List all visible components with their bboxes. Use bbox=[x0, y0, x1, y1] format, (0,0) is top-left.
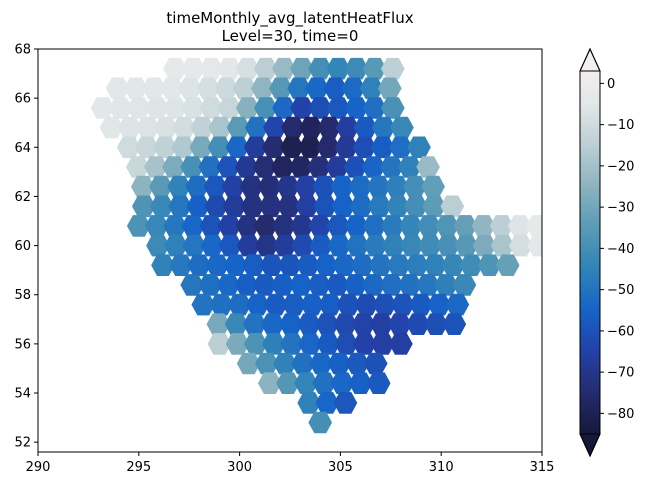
colorbar-outline bbox=[579, 47, 601, 458]
heatmap-cell bbox=[380, 57, 405, 80]
y-tick-label: 56 bbox=[14, 337, 31, 352]
chart-title: timeMonthly_avg_latentHeatFlux bbox=[166, 9, 413, 28]
heatmap-cell bbox=[333, 392, 358, 414]
colorbar-tick-label: −40 bbox=[607, 242, 634, 257]
heatmap-cell bbox=[442, 313, 467, 336]
heatmap-cell bbox=[440, 195, 465, 218]
heatmap-cell bbox=[308, 411, 333, 434]
x-tick-label: 305 bbox=[328, 460, 353, 475]
x-tick-label: 290 bbox=[26, 460, 51, 475]
y-tick-label: 54 bbox=[14, 387, 31, 402]
colorbar-tick-label: 0 bbox=[607, 77, 615, 92]
heatmap-cell bbox=[416, 156, 440, 178]
y-tick-label: 58 bbox=[14, 288, 31, 303]
y-tick-label: 64 bbox=[14, 141, 31, 156]
x-axis: 290 295 300 305 310 315 bbox=[26, 452, 555, 475]
colorbar-tick-label: −20 bbox=[607, 159, 634, 174]
colorbar: 0 −10 −20 −30 −40 −50 −60 −70 −80 bbox=[579, 47, 634, 458]
axes-frame bbox=[37, 48, 543, 453]
heatmap-cell bbox=[366, 372, 391, 395]
heatmap-cell bbox=[452, 274, 477, 296]
colorbar-tick-label: −60 bbox=[607, 324, 634, 339]
y-tick-label: 62 bbox=[14, 190, 31, 205]
colorbar-tick-label: −30 bbox=[607, 201, 634, 216]
x-tick-label: 300 bbox=[227, 460, 252, 475]
heatmap-cell bbox=[380, 97, 405, 119]
colorbar-tick-label: −10 bbox=[607, 118, 634, 133]
heatmap-cell bbox=[445, 293, 470, 316]
colorbar-tick-label: −80 bbox=[607, 407, 634, 422]
y-tick-label: 60 bbox=[14, 239, 31, 254]
heatmap-cell bbox=[363, 352, 388, 375]
heatmap-cell bbox=[526, 215, 542, 237]
colorbar-extend-max bbox=[579, 47, 601, 72]
heatmap-cell bbox=[407, 136, 431, 159]
y-tick-label: 52 bbox=[14, 436, 31, 451]
y-tick-label: 66 bbox=[14, 92, 31, 107]
heatmap-cell bbox=[377, 77, 402, 100]
heatmap-cell bbox=[527, 234, 542, 257]
heatmap-cell bbox=[421, 175, 445, 198]
colorbar-extend-min bbox=[579, 433, 601, 458]
x-tick-label: 315 bbox=[530, 460, 555, 475]
colorbar-tick-label: −70 bbox=[607, 366, 634, 381]
colorbar-ticks: 0 −10 −20 −30 −40 −50 −60 −70 −80 bbox=[600, 77, 634, 422]
y-axis: 52 54 56 58 60 62 64 66 68 bbox=[14, 43, 38, 451]
heatmap-cell bbox=[495, 254, 520, 277]
chart-subtitle: Level=30, time=0 bbox=[222, 27, 359, 45]
heatmap-cell bbox=[390, 116, 414, 139]
y-tick-label: 68 bbox=[14, 43, 31, 58]
heatmap-cells bbox=[90, 57, 542, 434]
x-tick-label: 310 bbox=[429, 460, 454, 475]
plot-area: 290 295 300 305 310 315 52 54 56 58 60 62 64 66 68 bbox=[14, 43, 554, 476]
colorbar-gradient bbox=[580, 71, 600, 434]
colorbar-tick-label: −50 bbox=[607, 283, 634, 298]
heatmap-cell bbox=[389, 333, 413, 355]
x-tick-label: 295 bbox=[126, 460, 151, 475]
